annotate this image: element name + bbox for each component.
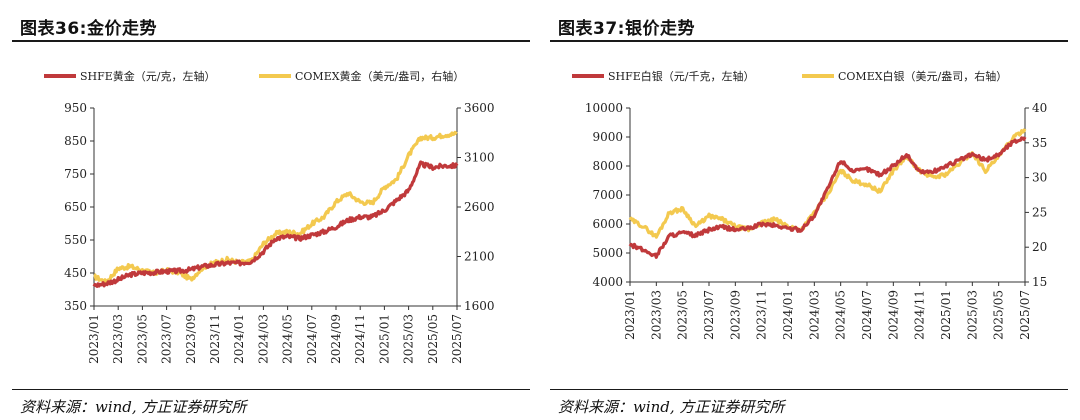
series-line-shfe — [628, 136, 1027, 259]
source-divider — [12, 389, 530, 390]
source-divider — [550, 389, 1068, 390]
x-tick-label: 2023/07 — [702, 290, 716, 340]
y-right-tick-label: 25 — [1032, 205, 1047, 219]
x-tick-label: 2024/05 — [834, 290, 848, 340]
y-left-tick-label: 950 — [64, 101, 87, 115]
legend-label: SHFE黄金（元/克，左轴） — [80, 69, 216, 83]
source-note: 资料来源：wind, 方正证券研究所 — [558, 398, 785, 416]
title-divider — [550, 40, 1068, 42]
x-tick-label: 2025/03 — [402, 314, 416, 364]
x-tick-label: 2023/07 — [160, 314, 174, 364]
series-line-comex — [93, 130, 458, 285]
y-left-tick-label: 450 — [64, 266, 87, 280]
y-left-tick-label: 350 — [64, 299, 87, 313]
y-left-tick-label: 10000 — [585, 101, 623, 115]
series-line-shfe — [92, 160, 459, 288]
x-tick-label: 2023/11 — [755, 290, 769, 340]
x-tick-label: 2024/01 — [232, 314, 246, 364]
y-left-tick-label: 8000 — [592, 159, 623, 173]
silver-price-chart: 4000 5000 6000 7000 8000 9000 10000 15 20 25 30 35 4… — [572, 69, 1047, 340]
y-left-tick-label: 650 — [64, 200, 87, 214]
series-line-comex — [628, 128, 1027, 239]
x-tick-label: 2024/11 — [913, 290, 927, 340]
x-tick-label: 2023/03 — [649, 290, 663, 340]
x-tick-label: 2025/01 — [939, 290, 953, 340]
x-tick-label: 2024/01 — [781, 290, 795, 340]
y-right-tick-label: 2100 — [464, 250, 495, 264]
gold-chart-panel: 图表36:金价走势 350 450 550 650 750 850 950 1600 2100 2… — [12, 0, 532, 420]
legend-label: COMEX黄金（美元/盎司，右轴） — [295, 69, 464, 83]
y-right-tick-label: 2600 — [464, 200, 495, 214]
y-right-tick-label: 40 — [1032, 101, 1047, 115]
legend-label: COMEX白银（美元/盎司，右轴） — [838, 69, 1007, 83]
y-right-tick-label: 15 — [1032, 275, 1047, 289]
y-right-tick-label: 35 — [1032, 136, 1047, 150]
title-divider — [12, 40, 530, 42]
x-tick-label: 2025/07 — [450, 314, 464, 364]
x-tick-label: 2023/01 — [87, 314, 101, 364]
x-tick-label: 2023/09 — [184, 314, 198, 364]
x-tick-label: 2025/05 — [992, 290, 1006, 340]
y-right-tick-label: 3600 — [464, 101, 495, 115]
page-title: 图表37:银价走势 — [558, 19, 695, 39]
legend-label: SHFE白银（元/千克，左轴） — [608, 69, 755, 83]
y-left-tick-label: 5000 — [592, 246, 623, 260]
x-tick-label: 2025/07 — [1018, 290, 1032, 340]
y-left-tick-label: 6000 — [592, 217, 623, 231]
x-tick-label: 2024/07 — [305, 314, 319, 364]
y-right-tick-label: 20 — [1032, 240, 1047, 254]
x-tick-label: 2025/03 — [965, 290, 979, 340]
x-tick-label: 2023/01 — [623, 290, 637, 340]
x-tick-label: 2024/07 — [860, 290, 874, 340]
y-left-tick-label: 7000 — [592, 188, 623, 202]
y-right-tick-label: 30 — [1032, 171, 1047, 185]
x-tick-label: 2023/05 — [135, 314, 149, 364]
x-tick-label: 2024/09 — [886, 290, 900, 340]
x-tick-label: 2023/03 — [111, 314, 125, 364]
source-note: 资料来源：wind, 方正证券研究所 — [20, 398, 247, 416]
y-left-tick-label: 4000 — [592, 275, 623, 289]
silver-chart-panel: 图表37:银价走势 4000 5000 6000 7000 8000 9000 10000 1… — [550, 0, 1070, 420]
y-left-tick-label: 750 — [64, 167, 87, 181]
x-tick-label: 2025/01 — [377, 314, 391, 364]
y-right-tick-label: 1600 — [464, 299, 495, 313]
y-left-tick-label: 850 — [64, 134, 87, 148]
x-tick-label: 2023/05 — [676, 290, 690, 340]
page-title: 图表36:金价走势 — [20, 19, 157, 39]
x-tick-label: 2024/09 — [329, 314, 343, 364]
x-tick-label: 2024/11 — [353, 314, 367, 364]
x-tick-label: 2024/03 — [807, 290, 821, 340]
x-tick-label: 2023/11 — [208, 314, 222, 364]
x-tick-label: 2024/03 — [256, 314, 270, 364]
gold-price-chart: 350 450 550 650 750 850 950 1600 2100 2600 3100 360… — [44, 69, 495, 364]
x-tick-label: 2024/05 — [281, 314, 295, 364]
x-tick-label: 2025/05 — [426, 314, 440, 364]
x-tick-label: 2023/09 — [728, 290, 742, 340]
y-left-tick-label: 9000 — [592, 130, 623, 144]
y-right-tick-label: 3100 — [464, 151, 495, 165]
y-left-tick-label: 550 — [64, 233, 87, 247]
